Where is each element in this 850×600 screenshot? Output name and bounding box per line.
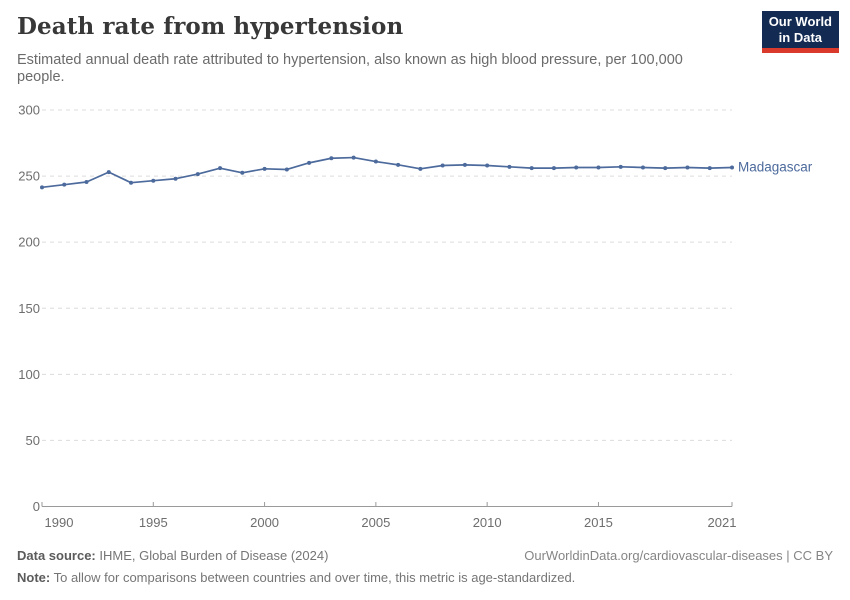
data-point-2014[interactable]	[574, 165, 579, 170]
data-point-2005[interactable]	[373, 159, 378, 164]
data-point-2004[interactable]	[351, 155, 356, 160]
x-tick-label-2005: 2005	[361, 515, 390, 530]
y-tick-label-200: 200	[18, 235, 40, 250]
data-point-1990[interactable]	[40, 185, 44, 190]
footer-note-line: Note: To allow for comparisons between c…	[17, 567, 575, 589]
data-point-2013[interactable]	[551, 166, 556, 171]
data-point-2020[interactable]	[707, 166, 712, 171]
data-point-2010[interactable]	[485, 163, 490, 168]
y-tick-label-0: 0	[33, 499, 40, 514]
data-point-2006[interactable]	[396, 162, 401, 167]
owid-logo[interactable]: Our World in Data	[761, 11, 839, 53]
data-point-1993[interactable]	[106, 170, 111, 175]
x-tick-label-2021: 2021	[708, 515, 737, 530]
data-point-1995[interactable]	[151, 178, 156, 183]
data-point-2019[interactable]	[685, 165, 690, 170]
data-point-1991[interactable]	[62, 182, 67, 187]
data-point-2015[interactable]	[596, 165, 601, 170]
x-tick-label-2010: 2010	[473, 515, 502, 530]
data-point-2021[interactable]	[730, 165, 734, 170]
footer-source-note: Data source: IHME, Global Burden of Dise…	[17, 545, 575, 589]
y-tick-label-100: 100	[18, 367, 40, 382]
data-point-2016[interactable]	[618, 164, 623, 169]
note-text: To allow for comparisons between countri…	[50, 570, 576, 585]
series-label-madagascar[interactable]: Madagascar	[738, 159, 813, 174]
owid-logo-line1: Our World	[768, 14, 832, 29]
data-point-2017[interactable]	[640, 165, 645, 170]
data-point-2011[interactable]	[507, 164, 512, 169]
data-point-2007[interactable]	[418, 166, 423, 171]
chart-subtitle: Estimated annual death rate attributed t…	[17, 52, 683, 85]
owid-logo-line2: in Data	[778, 30, 823, 45]
series-line-madagascar[interactable]	[41, 156, 733, 189]
x-tick-label-2000: 2000	[250, 515, 279, 530]
data-point-2001[interactable]	[284, 167, 289, 172]
y-tick-label-50: 50	[26, 433, 40, 448]
source-text: IHME, Global Burden of Disease (2024)	[95, 548, 329, 563]
data-point-2012[interactable]	[529, 166, 534, 171]
data-point-2002[interactable]	[307, 160, 312, 165]
y-tick-label-150: 150	[18, 301, 40, 316]
data-point-1994[interactable]	[129, 180, 134, 185]
data-point-1997[interactable]	[195, 172, 200, 177]
data-point-1992[interactable]	[84, 180, 89, 185]
data-point-2009[interactable]	[462, 162, 467, 167]
data-point-2003[interactable]	[329, 156, 334, 161]
data-point-2000[interactable]	[262, 166, 267, 171]
x-tick-label-1990: 1990	[45, 515, 74, 530]
x-tick-label-1995: 1995	[139, 515, 168, 530]
footer-source-line: Data source: IHME, Global Burden of Dise…	[17, 545, 575, 567]
note-label: Note:	[17, 570, 51, 585]
data-point-1999[interactable]	[240, 170, 245, 175]
data-point-2008[interactable]	[440, 163, 445, 168]
y-tick-label-250: 250	[18, 169, 40, 184]
source-label: Data source:	[17, 548, 96, 563]
data-point-1996[interactable]	[173, 176, 178, 181]
footer-license-link[interactable]: OurWorldinData.org/cardiovascular-diseas…	[524, 548, 833, 563]
data-point-2018[interactable]	[663, 166, 668, 171]
y-tick-label-300: 300	[18, 103, 40, 118]
x-tick-label-2015: 2015	[584, 515, 613, 530]
page-title: Death rate from hypertension	[17, 13, 404, 40]
data-point-1998[interactable]	[218, 166, 223, 171]
